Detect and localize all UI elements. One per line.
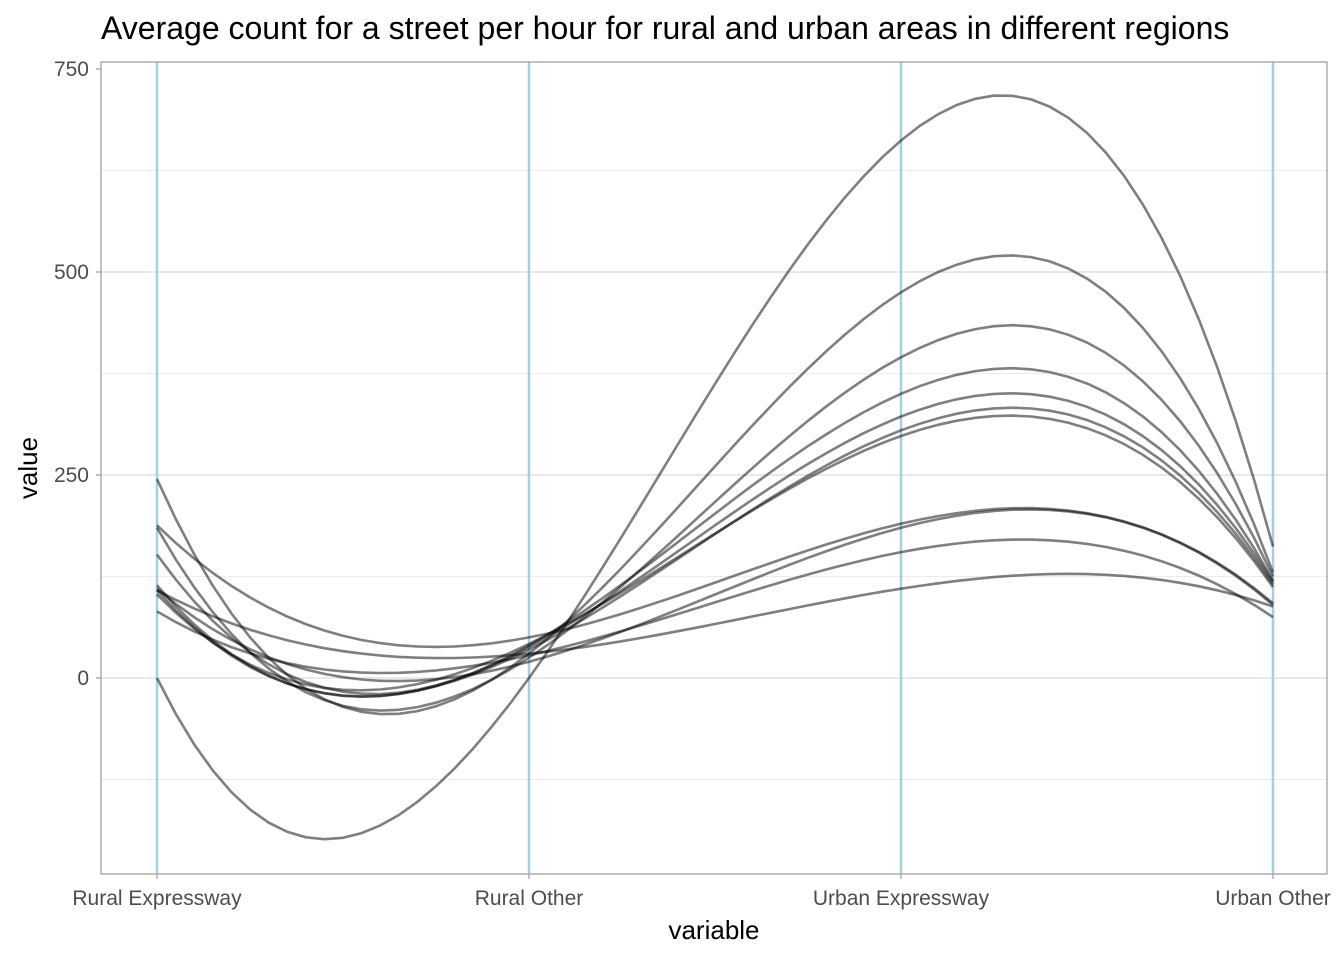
x-tick-label: Urban Expressway [813, 887, 990, 910]
y-tick-label: 750 [54, 58, 89, 81]
y-tick-label: 250 [54, 464, 89, 487]
series-line [156, 572, 1274, 660]
chart-title: Average count for a street per hour for … [101, 10, 1229, 46]
series-line [156, 508, 1274, 683]
series-line [155, 254, 1275, 716]
x-axis-ticks: Rural Expressway Rural Other Urban Express… [72, 874, 1331, 910]
series-line [156, 538, 1274, 675]
y-tick-label: 0 [77, 667, 89, 690]
series-lines [155, 94, 1275, 841]
y-axis-ticks: 0 250 500 750 [54, 58, 101, 690]
category-axis-lines [155, 62, 1275, 874]
x-axis-title: variable [668, 915, 759, 945]
series-line [156, 391, 1275, 699]
x-tick-label: Rural Expressway [72, 887, 242, 910]
x-tick-label: Urban Other [1215, 887, 1331, 910]
series-line [156, 506, 1274, 649]
grid [101, 170, 1327, 780]
series-line [156, 406, 1275, 698]
series-line [155, 94, 1275, 841]
y-axis-title: value [13, 437, 43, 499]
y-tick-label: 500 [54, 261, 89, 284]
series-line [155, 366, 1275, 696]
panel-border [100, 61, 1328, 875]
x-tick-label: Rural Other [475, 887, 584, 910]
series-line [155, 323, 1275, 712]
series-line [156, 414, 1275, 692]
